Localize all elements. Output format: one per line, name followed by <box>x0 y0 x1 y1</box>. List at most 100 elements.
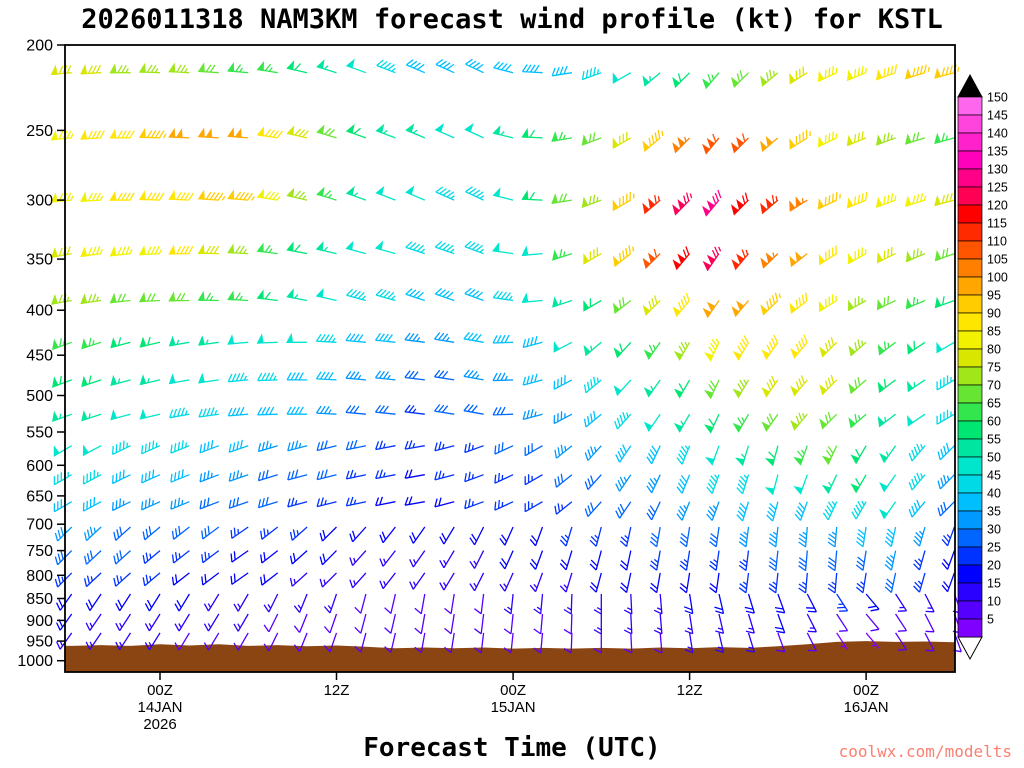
wind-barb <box>798 526 808 548</box>
wind-barb <box>287 497 308 508</box>
wind-barb <box>492 334 514 344</box>
wind-barb <box>614 411 632 430</box>
wind-barb <box>435 186 455 201</box>
wind-barb <box>761 413 779 432</box>
wind-barb <box>563 593 573 615</box>
wind-barb <box>819 411 838 430</box>
wind-barb <box>924 632 935 652</box>
wind-barb <box>168 291 190 302</box>
colorbar-label: 150 <box>987 91 1008 105</box>
wind-barb <box>83 526 102 542</box>
wind-barb <box>409 526 426 544</box>
wind-barb <box>171 525 190 540</box>
wind-barb <box>818 245 838 266</box>
wind-barb <box>345 439 367 451</box>
wind-barb <box>197 290 219 302</box>
wind-barb <box>827 572 838 594</box>
wind-barb <box>492 290 514 302</box>
wind-barb <box>80 129 105 140</box>
wind-barb <box>907 379 926 393</box>
wind-barb <box>584 474 602 491</box>
wind-barb <box>790 334 808 359</box>
colorbar-label: 25 <box>987 541 1001 555</box>
wind-barb <box>884 526 897 547</box>
wind-barb <box>643 413 661 432</box>
wind-barb <box>81 410 102 422</box>
wind-barb <box>379 526 396 544</box>
wind-barb <box>877 341 896 356</box>
wind-barb <box>744 593 755 614</box>
wind-barb <box>760 252 779 269</box>
wind-barb <box>846 191 868 209</box>
wind-barb <box>908 472 926 491</box>
wind-barb <box>936 409 955 425</box>
wind-barb <box>715 613 725 635</box>
wind-barb <box>345 333 366 343</box>
x-tick-label: 12Z <box>324 682 350 699</box>
wind-barb <box>551 193 573 205</box>
y-tick-label: 350 <box>26 252 53 269</box>
wind-barb <box>138 292 161 303</box>
wind-barb <box>293 632 308 652</box>
wind-barb <box>444 632 455 654</box>
wind-barb <box>817 66 838 83</box>
wind-barb <box>319 572 337 588</box>
wind-barb <box>709 572 720 594</box>
colorbar-label: 135 <box>987 145 1008 159</box>
wind-barb <box>233 593 249 612</box>
colorbar-cell <box>957 600 983 620</box>
wind-barb <box>111 469 131 485</box>
colorbar-label: 70 <box>987 379 1001 393</box>
wind-barb <box>404 370 425 381</box>
wind-barb <box>704 445 720 466</box>
wind-barb <box>736 501 750 522</box>
x-tick-label: 00Z <box>853 682 879 699</box>
wind-barb <box>354 593 367 614</box>
wind-barb <box>714 593 725 615</box>
wind-barb <box>197 335 219 346</box>
wind-barb <box>56 593 73 611</box>
wind-barb <box>736 474 750 495</box>
wind-barb <box>848 339 867 357</box>
wind-barb <box>141 440 161 455</box>
wind-barb <box>653 632 663 654</box>
wind-barb <box>679 526 691 548</box>
wind-barb <box>522 335 543 349</box>
wind-barb <box>492 406 514 416</box>
wind-barb <box>409 550 426 568</box>
wind-barb <box>789 251 808 268</box>
wind-barb <box>375 185 396 201</box>
wind-barb <box>199 440 220 454</box>
wind-barb <box>439 550 455 569</box>
colorbar-label: 55 <box>987 433 1001 447</box>
wind-barb <box>836 632 849 651</box>
wind-barb <box>941 526 956 547</box>
wind-barb <box>673 341 691 361</box>
wind-barb <box>774 613 786 634</box>
wind-barb <box>230 550 249 563</box>
wind-barb <box>672 192 693 216</box>
wind-barb <box>50 64 72 76</box>
x-tick-label: 00Z <box>500 682 526 699</box>
colorbar-cell <box>957 420 983 440</box>
wind-barb <box>709 526 720 548</box>
colorbar: 1501451401351301251201151101051009590858… <box>957 73 1008 661</box>
wind-barb <box>704 413 720 434</box>
wind-barb <box>589 550 602 571</box>
wind-barb <box>375 123 396 139</box>
colorbar-label: 45 <box>987 469 1001 483</box>
wind-barb <box>642 194 661 215</box>
wind-barb <box>679 572 691 594</box>
wind-barb <box>642 295 661 316</box>
wind-barb <box>524 501 543 513</box>
wind-barb <box>349 526 367 543</box>
wind-barb <box>934 192 955 207</box>
wind-barb <box>503 593 514 615</box>
wind-barb <box>257 469 278 482</box>
wind-barb <box>673 379 691 399</box>
wind-barb <box>875 64 898 81</box>
wind-barb <box>790 412 808 431</box>
colorbar-cell <box>957 564 983 584</box>
colorbar-cell <box>957 96 983 116</box>
wind-barb <box>201 572 220 586</box>
